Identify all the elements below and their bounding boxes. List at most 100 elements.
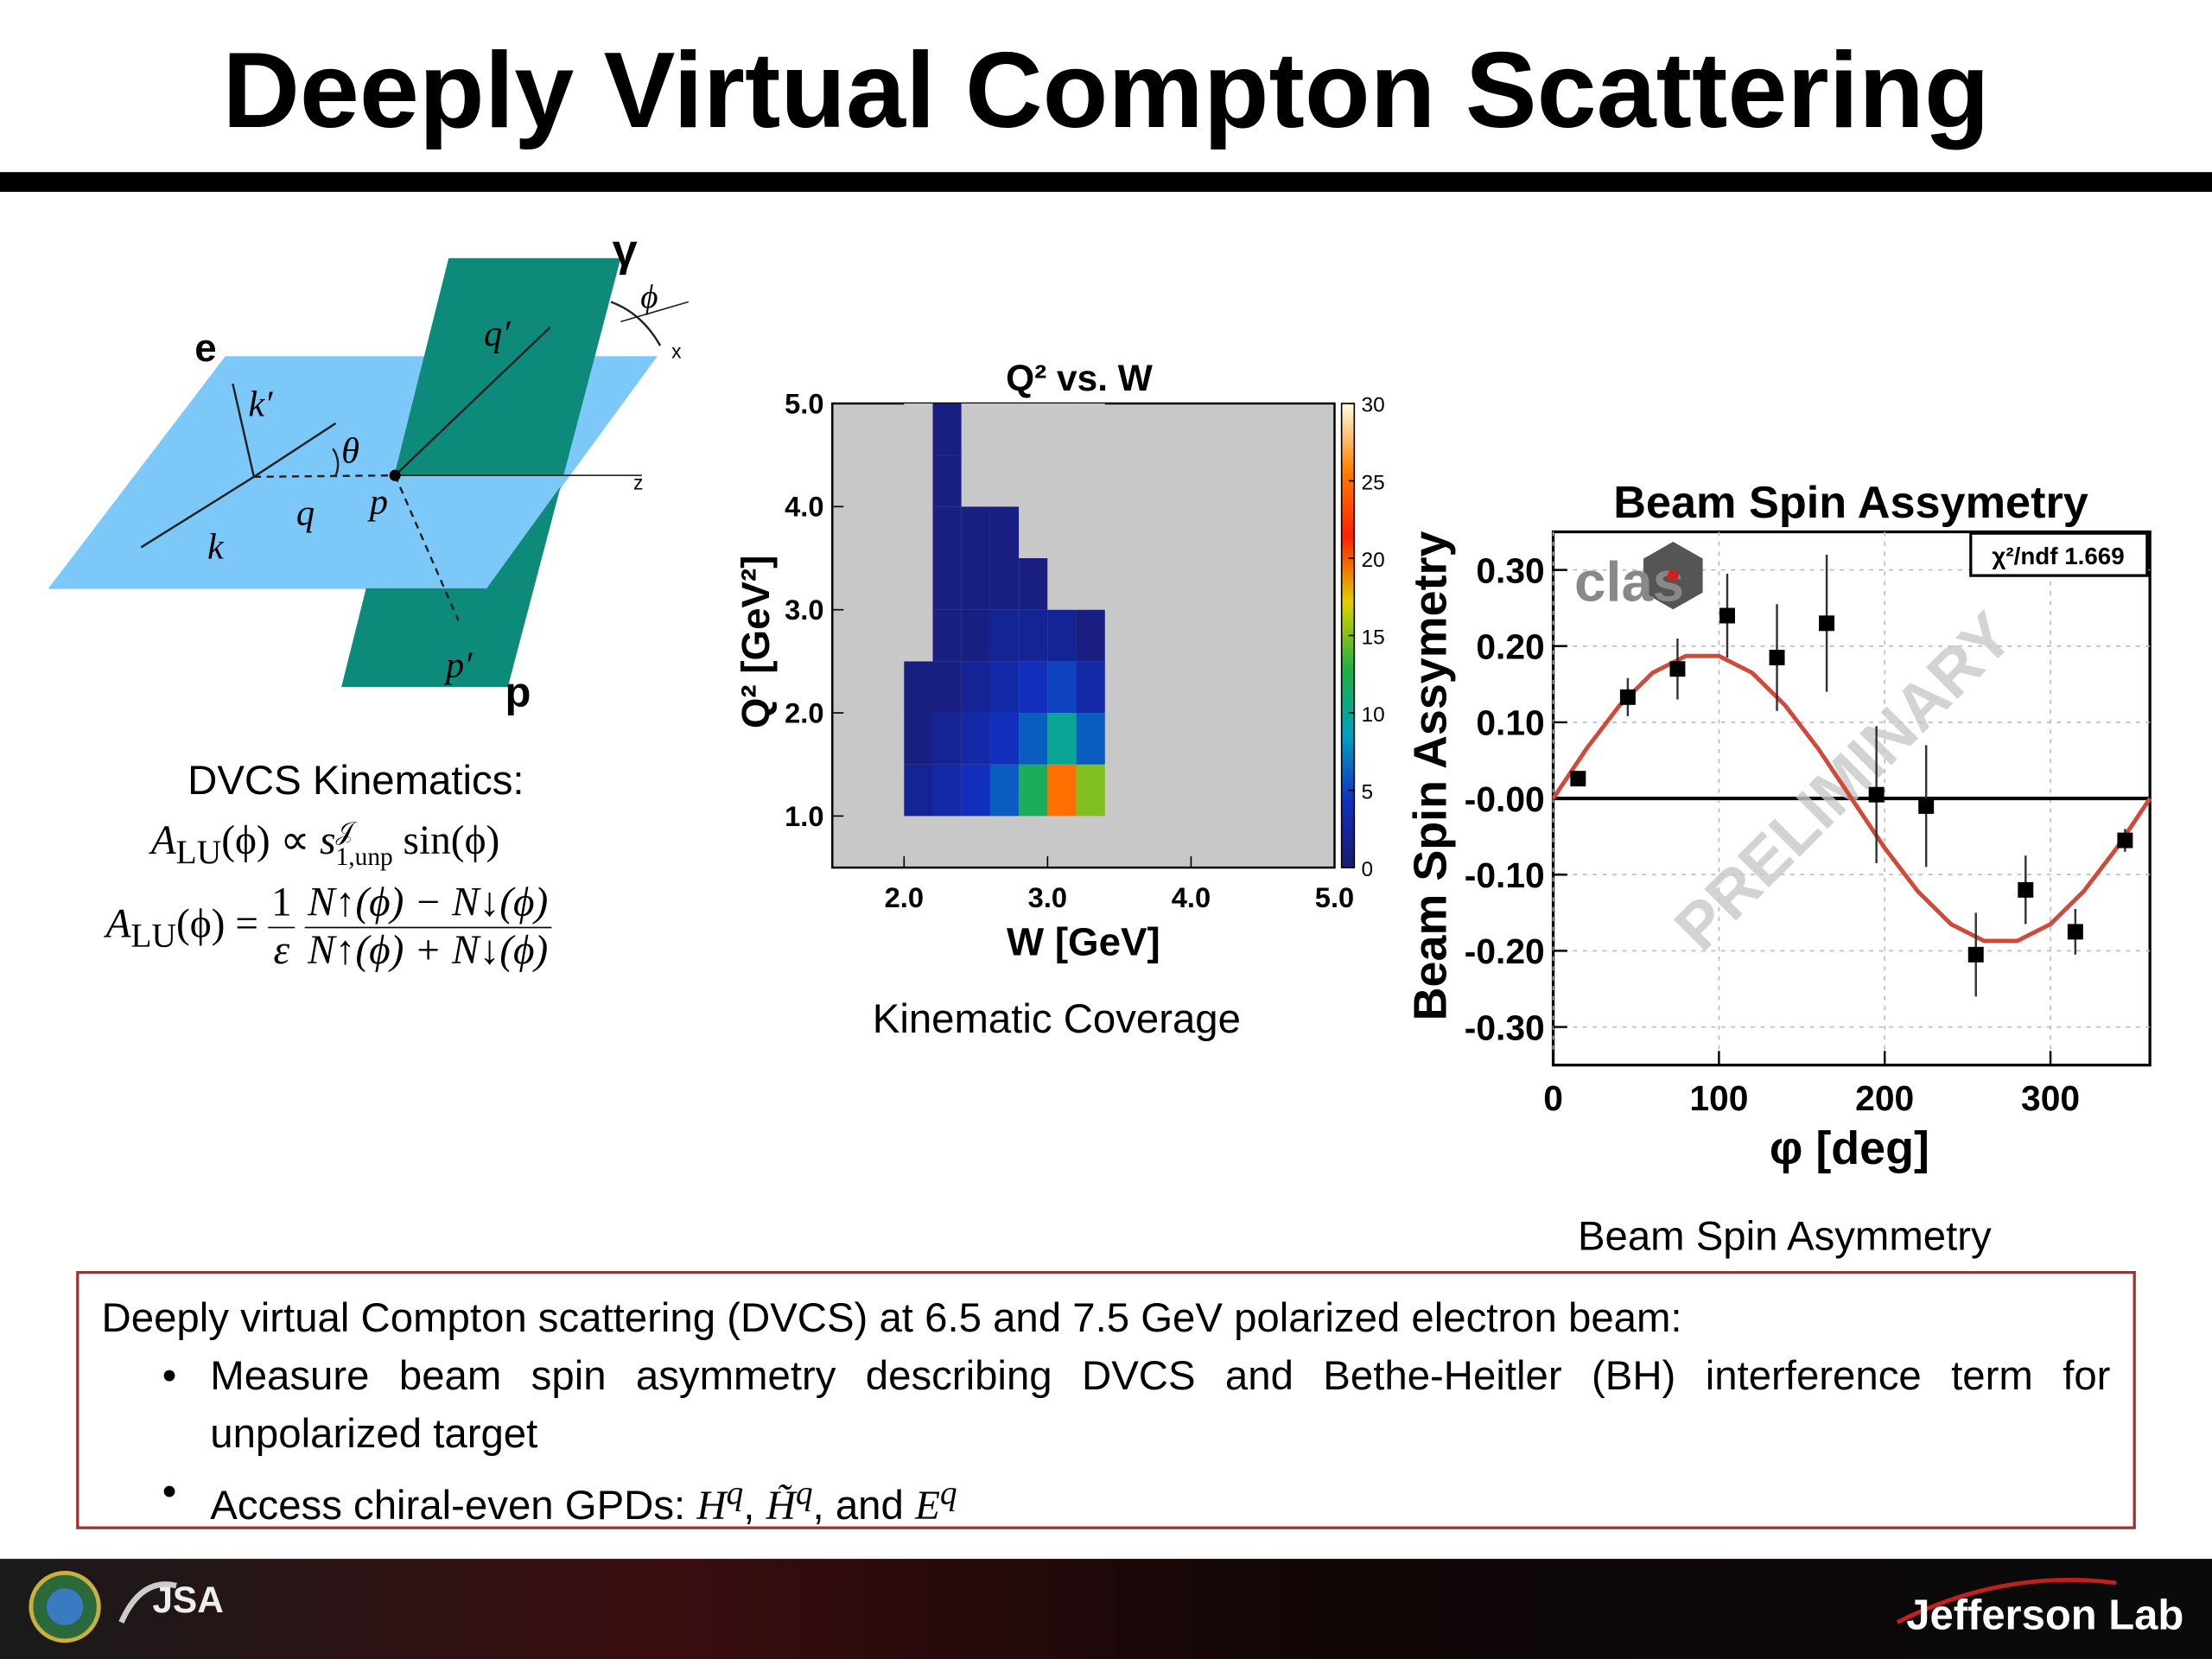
heat-cell bbox=[932, 661, 962, 714]
heat-cell bbox=[1076, 661, 1105, 714]
heat-cell bbox=[1076, 403, 1105, 455]
heat-cell bbox=[1019, 764, 1048, 817]
bullet-list: Measure beam spin asymmetry describing D… bbox=[102, 1349, 2111, 1536]
data-point bbox=[1669, 661, 1686, 677]
doe-logo-inner bbox=[46, 1588, 84, 1625]
q-arrow bbox=[253, 474, 396, 479]
heat-cell bbox=[904, 661, 933, 714]
eq-num: 1 bbox=[268, 880, 295, 929]
heat-cell bbox=[989, 506, 1020, 558]
bullet-text: , and bbox=[812, 1483, 916, 1529]
heat-cell bbox=[1047, 764, 1077, 817]
caption: Kinematic Coverage bbox=[873, 996, 1241, 1042]
data-point bbox=[1967, 946, 1984, 963]
heat-cell bbox=[961, 454, 990, 507]
eq-sub: LU bbox=[130, 917, 176, 956]
heat-cell bbox=[961, 661, 990, 714]
x-axis-label: φ [deg] bbox=[1770, 1122, 1929, 1174]
phi-arc bbox=[610, 301, 662, 346]
heat-cell bbox=[1019, 661, 1048, 714]
data-point bbox=[2067, 924, 2083, 940]
diagram-label: p′ bbox=[443, 645, 473, 686]
vertex bbox=[389, 469, 401, 481]
diagram-label: θ bbox=[341, 431, 359, 472]
heat-cell bbox=[932, 609, 962, 662]
heat-cell bbox=[1019, 403, 1048, 455]
bullet: Measure beam spin asymmetry describing D… bbox=[162, 1349, 2111, 1465]
eq-sup: 𝒥 bbox=[335, 817, 353, 846]
heat-cell bbox=[1019, 506, 1048, 558]
heat-cell bbox=[989, 764, 1020, 817]
q-prime-arrow bbox=[394, 326, 551, 477]
x-tick-label: 2.0 bbox=[885, 881, 924, 913]
x-tick-label: 100 bbox=[1689, 1078, 1748, 1118]
data-point bbox=[1570, 771, 1586, 787]
diagram-label: x bbox=[671, 340, 682, 363]
color-tick-label: 10 bbox=[1362, 703, 1385, 727]
y-axis-label: Q² [GeV²] bbox=[734, 556, 778, 729]
diagram-label: k bbox=[207, 527, 225, 568]
heat-cell bbox=[932, 403, 962, 455]
heat-cell bbox=[1047, 454, 1077, 507]
eq-symbol: A bbox=[105, 901, 131, 947]
jsa-logo: JSA bbox=[152, 1580, 224, 1620]
diagram-label: q bbox=[296, 493, 315, 533]
dvcs-diagram bbox=[48, 257, 689, 688]
x-tick-label: 0 bbox=[1543, 1078, 1563, 1118]
heat-cell bbox=[1076, 713, 1105, 765]
heat-cell bbox=[904, 506, 933, 558]
bullet: Access chiral-even GPDs: Hq, H̃q, and Eq bbox=[162, 1465, 2110, 1536]
x-tick-label: 3.0 bbox=[1028, 881, 1067, 913]
eq-den: N↑(ϕ) + N↓(ϕ) bbox=[308, 928, 549, 974]
heat-cell bbox=[1047, 557, 1077, 610]
heat-cell bbox=[904, 403, 933, 455]
heat-cell bbox=[932, 454, 962, 507]
heat-cell bbox=[1019, 454, 1048, 507]
diagram-label: e bbox=[194, 326, 216, 370]
heat-cell bbox=[1076, 764, 1105, 817]
gpd-sup: q bbox=[726, 1474, 744, 1513]
lab-logo: Jefferson Lab bbox=[1906, 1592, 2183, 1639]
logo: clas bbox=[1574, 550, 1684, 613]
y-tick-label: 5.0 bbox=[785, 387, 823, 419]
y-tick-label: 4.0 bbox=[785, 491, 823, 523]
diagram-label: q′ bbox=[484, 314, 511, 354]
heat-cell bbox=[961, 506, 990, 558]
x-tick-label: 5.0 bbox=[1315, 881, 1354, 913]
y-tick-label: -0.00 bbox=[1465, 779, 1545, 819]
eq-num: N↑(ϕ) − N↓(ϕ) bbox=[304, 880, 551, 929]
eq-sub: 1,unp bbox=[335, 842, 393, 871]
footer-bar bbox=[0, 1559, 2212, 1659]
color-tick-label: 30 bbox=[1362, 394, 1385, 417]
eq-text: (ϕ) ∝ bbox=[221, 817, 321, 864]
heat-cell bbox=[1047, 609, 1077, 662]
summary-box: Deeply virtual Compton scattering (DVCS)… bbox=[76, 1271, 2136, 1529]
x-tick-label: 4.0 bbox=[1172, 881, 1211, 913]
y-tick-label: -0.10 bbox=[1465, 855, 1545, 895]
theta-arc bbox=[332, 448, 340, 476]
stats-text: χ²/ndf 1.669 bbox=[1992, 543, 2124, 569]
gpd-sup: q bbox=[939, 1474, 957, 1513]
heat-cell bbox=[1019, 609, 1048, 662]
data-point bbox=[1719, 607, 1735, 624]
color-tick-label: 0 bbox=[1362, 858, 1374, 881]
heat-cell bbox=[989, 557, 1020, 610]
heat-cell bbox=[932, 713, 962, 765]
diagram-label: k′ bbox=[248, 385, 273, 425]
eq-sub: LU bbox=[175, 833, 222, 872]
y-tick-label: -0.30 bbox=[1465, 1007, 1545, 1047]
chart-title: Beam Spin Assymetry bbox=[1613, 478, 2088, 528]
heat-cell bbox=[904, 609, 933, 662]
data-point bbox=[1868, 786, 1885, 803]
p-prime-arrow bbox=[394, 474, 460, 621]
data-point bbox=[2018, 881, 2034, 898]
heat-cell bbox=[989, 661, 1020, 714]
logo-dot bbox=[1667, 569, 1679, 582]
chart-title: Q² vs. W bbox=[1006, 358, 1154, 398]
heat-cell bbox=[1019, 713, 1048, 765]
gpd-symbol: E bbox=[915, 1483, 940, 1529]
x-tick-label: 300 bbox=[2021, 1078, 2080, 1118]
heat-cell bbox=[961, 713, 990, 765]
